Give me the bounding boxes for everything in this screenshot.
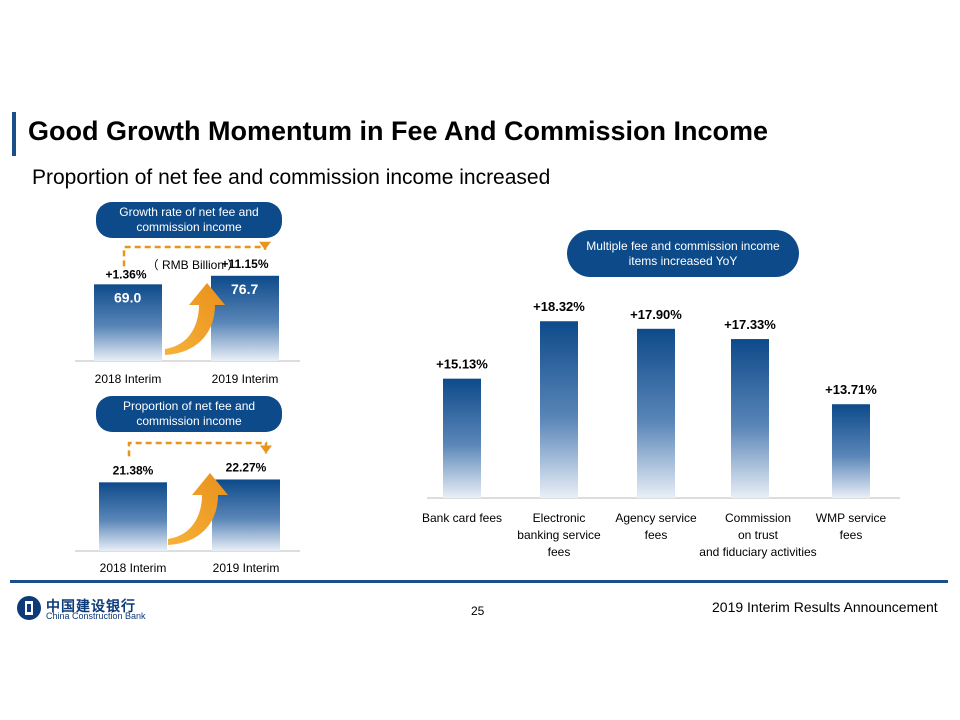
bar-value-label: 76.7 — [231, 281, 258, 297]
items-pill: Multiple fee and commission income items… — [567, 230, 799, 277]
category-label: fees — [548, 545, 571, 559]
growth-connector-line — [127, 441, 268, 457]
page-subtitle: Proportion of net fee and commission inc… — [32, 166, 551, 189]
logo-chinese-name: 中国建设银行 — [46, 598, 136, 614]
category-label: WMP service — [816, 511, 887, 525]
bar-fee-item — [540, 321, 578, 498]
unit-note: （ RMB Billion ） — [147, 258, 240, 272]
category-label: Bank card fees — [422, 511, 502, 525]
bar-value-label: +15.13% — [436, 357, 488, 372]
growth-rate-pill: Growth rate of net fee and commission in… — [96, 202, 282, 238]
bar-fee-item — [443, 378, 481, 498]
bar-fee-item — [637, 328, 675, 498]
growth-rate-chart: 2018 Interim 2019 Interim 69.0 76.7 +1.36% +1… — [75, 241, 300, 386]
proportion-pill-text: Proportion of net fee and commission inc… — [122, 399, 256, 428]
bar-2018-interim — [94, 284, 162, 361]
category-label: Agency service — [615, 511, 697, 525]
category-label: banking service — [517, 528, 601, 542]
proportion-pill: Proportion of net fee and commission inc… — [96, 396, 282, 432]
logo-english-name: China Construction Bank — [46, 611, 146, 621]
bar-value-label: +17.90% — [630, 307, 682, 322]
bar-value-label: +13.71% — [825, 382, 877, 397]
title-accent-bar — [12, 112, 16, 156]
bar-value-label: 69.0 — [114, 289, 141, 305]
page-number: 25 — [471, 604, 485, 618]
category-label: and fiduciary activities — [699, 545, 816, 559]
bar-value-label: +17.33% — [724, 317, 776, 332]
growth-arrow-icon — [168, 473, 228, 545]
bar-2019-interim — [211, 275, 279, 361]
items-pill-text: Multiple fee and commission income items… — [586, 238, 780, 268]
category-label: Electronic — [533, 511, 586, 525]
category-label: fees — [840, 528, 863, 542]
announcement-label: 2019 Interim Results Announcement — [712, 599, 938, 615]
category-label: 2019 Interim — [213, 561, 280, 575]
fee-items-chart: +15.13% Bank card fees +18.32% Electronic ba… — [422, 299, 900, 559]
growth-rate-pill-text: Growth rate of net fee and commission in… — [119, 205, 259, 234]
bar-fee-item — [832, 404, 870, 498]
category-label: 2019 Interim — [212, 372, 279, 386]
category-label: fees — [645, 528, 668, 542]
bar-fee-item — [731, 339, 769, 498]
growth-label-2019: +11.15% — [221, 257, 268, 271]
page-title: Good Growth Momentum in Fee And Commissi… — [28, 116, 769, 146]
bar-value-label: 21.38% — [113, 463, 154, 477]
connector-arrowhead-icon — [260, 445, 272, 454]
proportion-chart: 2018 Interim 2019 Interim 21.38% 22.27% — [75, 441, 300, 575]
category-label: 2018 Interim — [100, 561, 167, 575]
bar-value-label: +18.32% — [533, 299, 585, 314]
growth-arrow-icon — [165, 283, 225, 355]
bar-value-label: 22.27% — [226, 460, 267, 474]
footer-divider — [10, 580, 948, 583]
category-label: 2018 Interim — [95, 372, 162, 386]
ccb-logo-icon — [17, 596, 41, 620]
category-label: Commission — [725, 511, 791, 525]
bar-2018-interim — [99, 482, 167, 551]
connector-arrowhead-icon — [259, 241, 271, 250]
growth-label-2018: +1.36% — [105, 267, 146, 281]
category-label: on trust — [738, 528, 779, 542]
